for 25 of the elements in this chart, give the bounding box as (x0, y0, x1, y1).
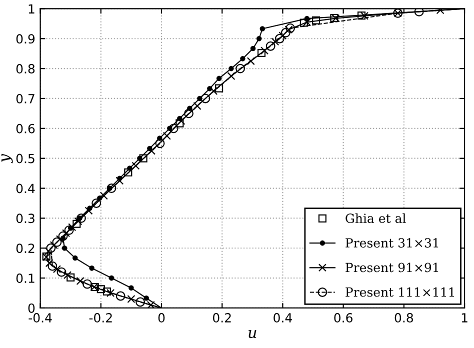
x-axis-title: u (248, 330, 256, 338)
y-tick-label: 0.3 (16, 214, 34, 224)
legend-label: Present 31×31 (346, 238, 438, 248)
y-tick-label: 0.8 (16, 64, 35, 74)
y-tick-label: 1 (28, 4, 34, 14)
y-tick-label: 0.4 (16, 184, 35, 194)
y-axis-title: y (1, 154, 13, 164)
x-tick-label: 1 (462, 313, 468, 322)
y-tick-label: 0 (28, 303, 35, 313)
legend-label: Present 111×111 (346, 287, 454, 297)
y-tick-label: 0.1 (16, 274, 34, 283)
x-tick-label: 0.8 (394, 313, 413, 323)
x-tick-label: 0.2 (212, 313, 231, 323)
legend-label: Present 91×91 (346, 262, 438, 272)
x-tick-label: 0.6 (334, 313, 352, 323)
y-tick-label: 0.6 (16, 124, 35, 134)
legend-label: Ghia et al (346, 213, 406, 224)
x-tick-label: 0 (158, 313, 165, 323)
y-tick-label: 0.7 (16, 94, 34, 104)
y-tick-label: 0.5 (16, 154, 34, 164)
y-tick-label: 0.2 (16, 244, 34, 254)
x-tick-label: 0.4 (274, 313, 292, 323)
x-tick-label: -0.4 (28, 313, 52, 323)
x-tick-label: -0.2 (89, 313, 112, 323)
y-tick-label: 0.9 (16, 34, 35, 44)
